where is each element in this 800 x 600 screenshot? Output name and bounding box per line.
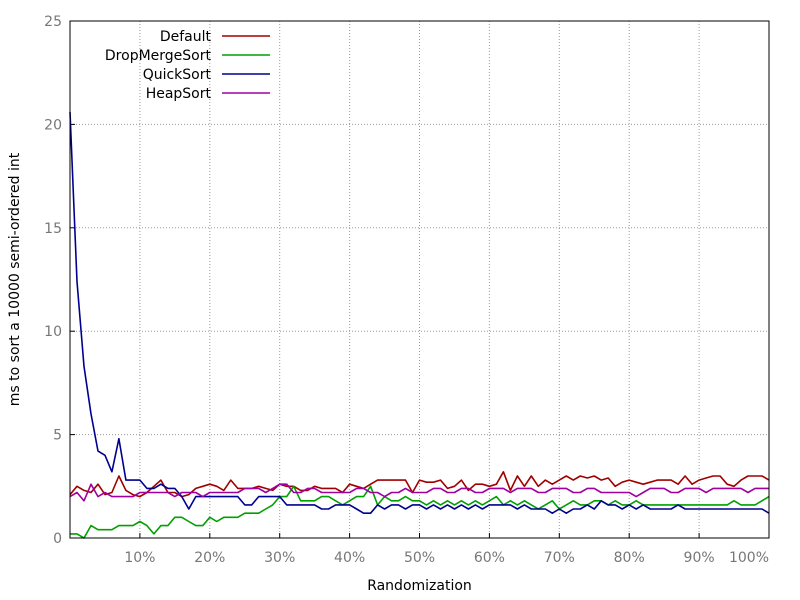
- legend: Default DropMergeSort QuickSort HeapSort: [105, 29, 270, 102]
- x-tick-label: 90%: [684, 550, 715, 566]
- series-line-quicksort: [69, 111, 770, 515]
- legend-label: QuickSort: [143, 67, 212, 83]
- series-line-heapsort: [69, 483, 769, 502]
- x-axis-ticks: 10% 20% 30% 40% 50% 60% 70% 80% 90% 100%: [124, 533, 770, 566]
- series-line-dropmergesort: [70, 485, 770, 539]
- legend-label: DropMergeSort: [105, 48, 212, 64]
- series-lines: [69, 111, 770, 539]
- series-line-default: [69, 470, 770, 498]
- y-tick-label: 10: [44, 324, 62, 340]
- legend-label: Default: [160, 29, 212, 45]
- plot-frame: [69, 20, 770, 539]
- x-axis-label: Randomization: [367, 578, 472, 594]
- x-tick-label: 100%: [729, 550, 769, 566]
- y-tick-label: 5: [53, 428, 62, 444]
- y-axis-label: ms to sort a 10000 semi-ordered int: [7, 152, 23, 406]
- x-tick-label: 50%: [404, 550, 435, 566]
- x-tick-label: 20%: [194, 550, 225, 566]
- y-tick-label: 25: [44, 14, 62, 30]
- legend-label: HeapSort: [146, 86, 212, 102]
- y-tick-label: 15: [44, 221, 62, 237]
- x-tick-label: 60%: [474, 550, 505, 566]
- y-axis-ticks: 0 5 10 15 20 25: [44, 14, 75, 547]
- x-tick-label: 40%: [334, 550, 365, 566]
- x-tick-label: 80%: [614, 550, 645, 566]
- x-tick-label: 10%: [124, 550, 155, 566]
- x-tick-label: 70%: [544, 550, 575, 566]
- x-tick-label: 30%: [264, 550, 295, 566]
- y-tick-label: 20: [44, 117, 62, 133]
- y-tick-label: 0: [53, 531, 62, 547]
